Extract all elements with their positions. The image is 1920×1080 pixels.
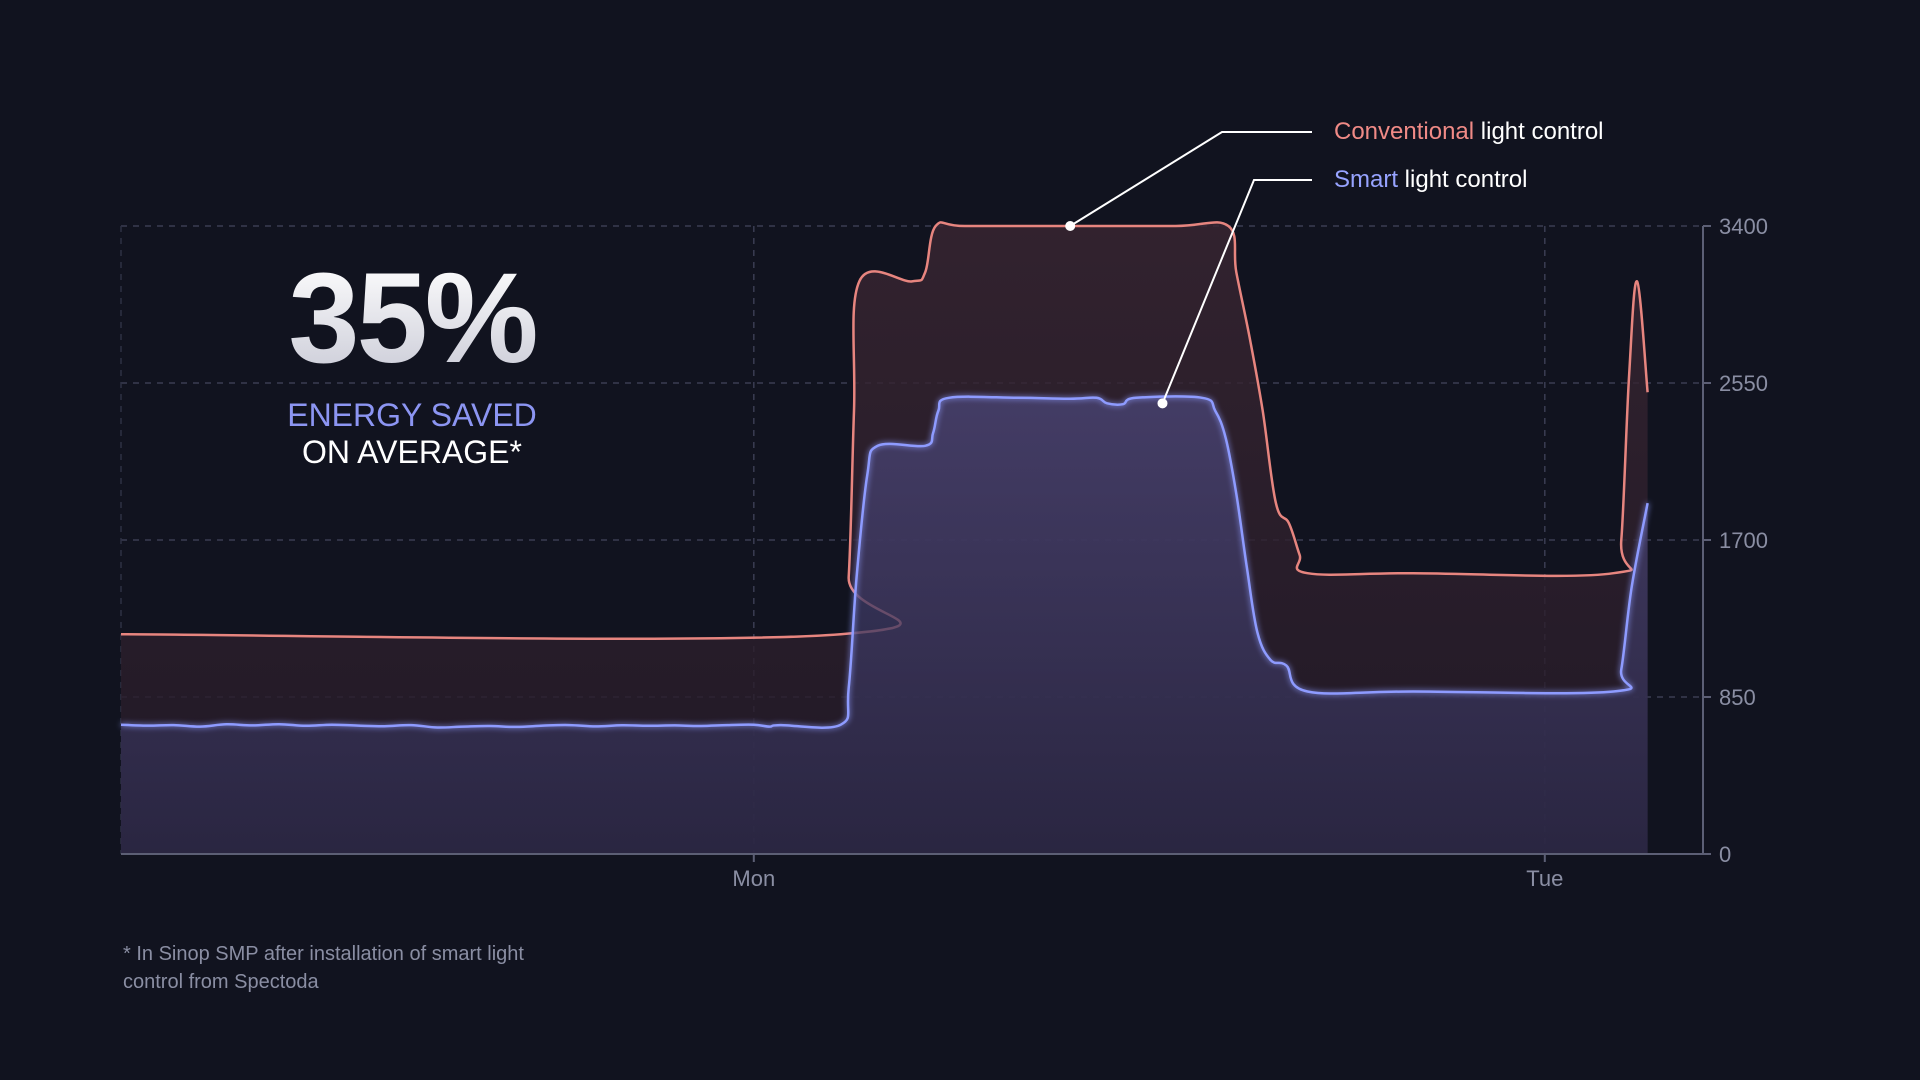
callout-dot-smart (1157, 398, 1168, 409)
footnote: * In Sinop SMP after installation of sma… (123, 943, 524, 993)
y-tick-label: 850 (1719, 685, 1756, 710)
callout-line-conventional (1069, 131, 1312, 227)
x-tick-label: Mon (732, 866, 775, 891)
savings-percent: 35% (242, 255, 582, 383)
legend-smart-key: Smart (1334, 166, 1399, 193)
legend-smart: Smart light control (1334, 166, 1527, 194)
savings-stat: 35% ENERGY SAVED ON AVERAGE* (242, 255, 582, 471)
series-line-conventional (120, 221, 1649, 641)
legend-callouts (1065, 131, 1312, 409)
y-tick-label: 2550 (1719, 371, 1768, 396)
legend-conventional: Conventional light control (1334, 118, 1604, 146)
y-tick-label: 0 (1719, 842, 1731, 867)
savings-label-line2: ON AVERAGE* (302, 433, 522, 470)
callout-line-smart (1161, 179, 1312, 404)
series-area-smart (121, 396, 1648, 854)
legend-conventional-rest: light control (1474, 118, 1604, 145)
savings-label-line1: ENERGY SAVED (287, 397, 537, 433)
axes: 0 850 1700 2550 3400 Mon Tue (121, 214, 1768, 891)
series-line-smart (120, 395, 1649, 729)
callout-dot-conventional (1065, 221, 1076, 231)
y-tick-label: 1700 (1719, 528, 1768, 553)
series-areas (120, 221, 1649, 855)
legend-conventional-key: Conventional (1334, 118, 1475, 145)
y-tick-label: 3400 (1719, 214, 1768, 239)
grid (120, 225, 1703, 854)
x-tick-label: Tue (1526, 866, 1563, 891)
legend-smart-rest: light control (1398, 166, 1528, 193)
